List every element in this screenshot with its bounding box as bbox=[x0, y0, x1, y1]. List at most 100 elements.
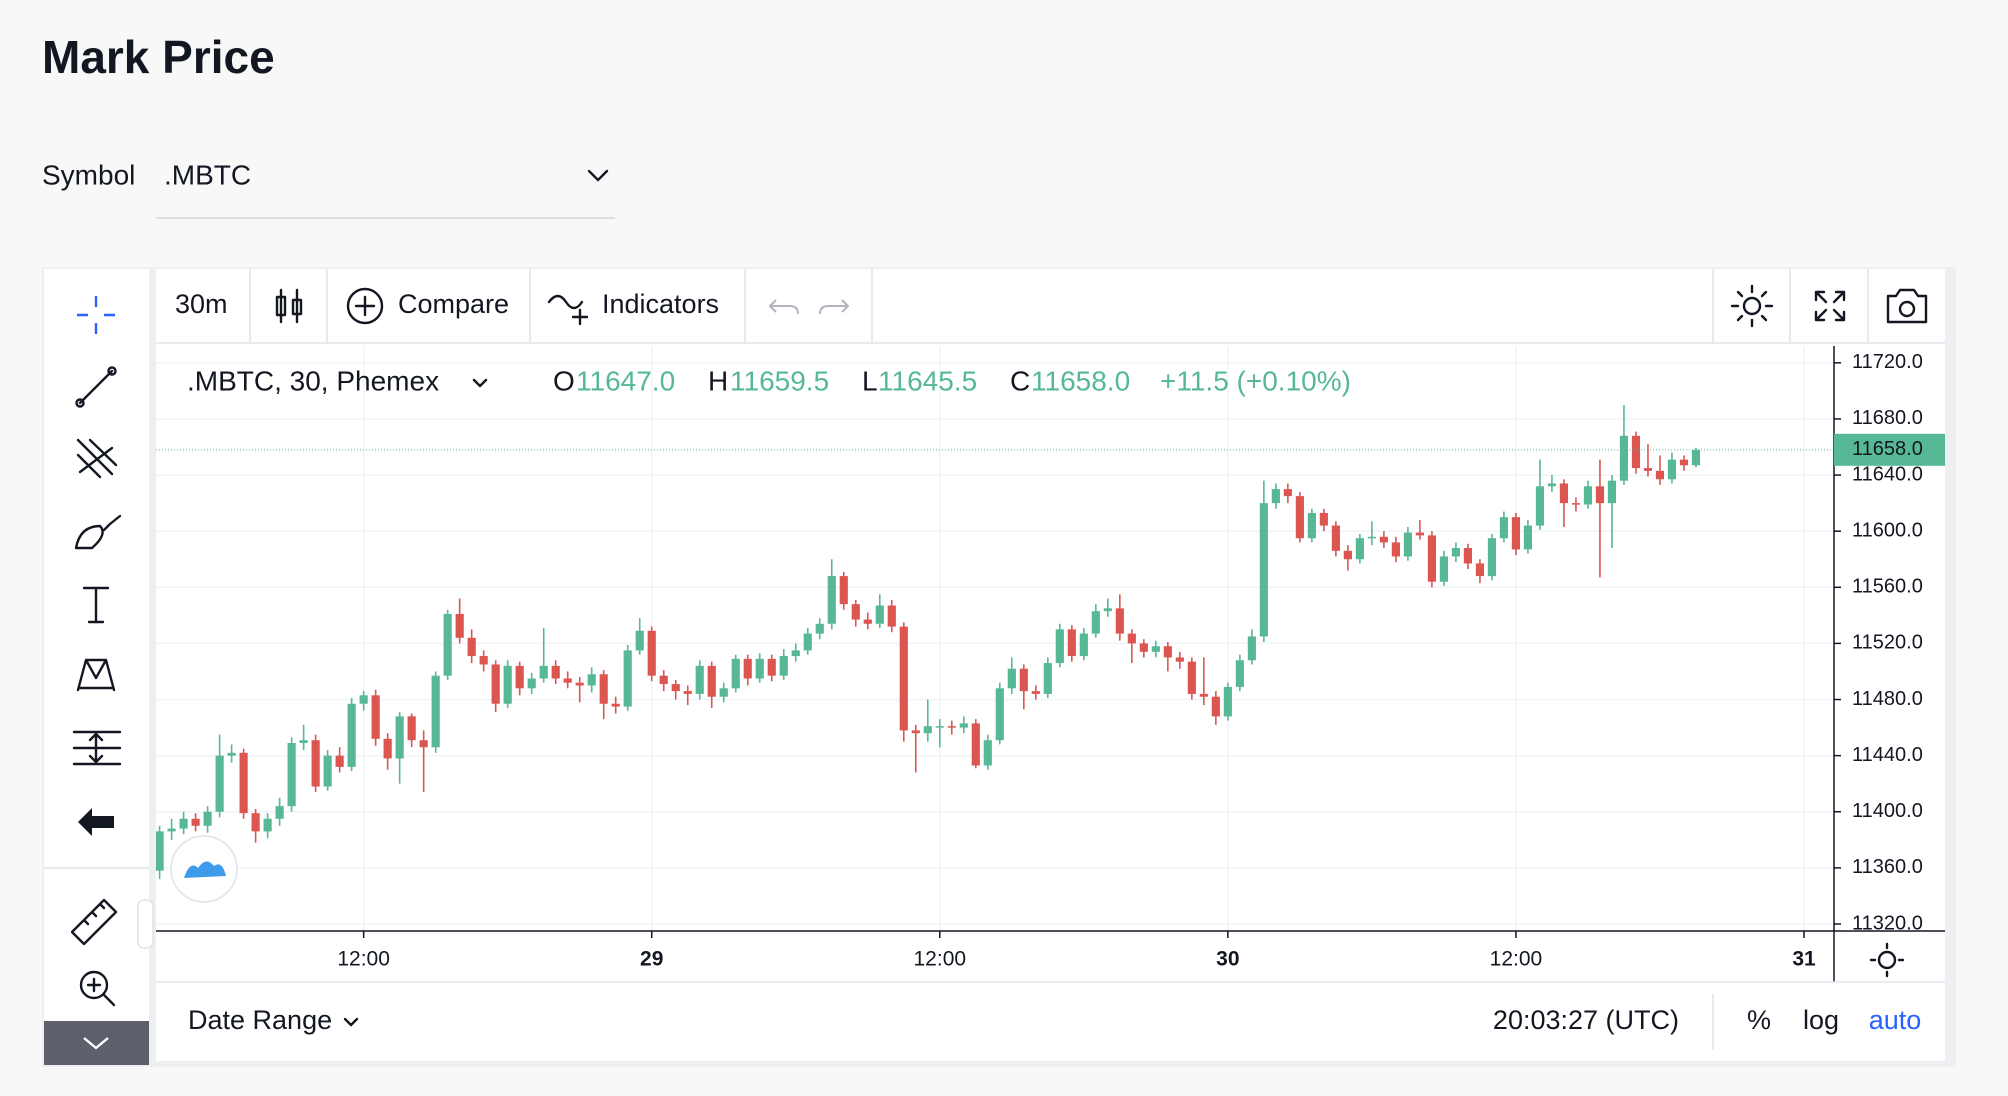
candle-body bbox=[839, 576, 848, 605]
settings-button[interactable] bbox=[1742, 296, 1762, 316]
candle-body bbox=[1451, 548, 1460, 557]
candle-body bbox=[611, 703, 620, 707]
candle-body bbox=[731, 658, 740, 689]
legend-value: 11645.5 bbox=[878, 365, 977, 396]
percent-button[interactable]: % bbox=[1747, 1005, 1771, 1035]
candle-body bbox=[467, 637, 476, 657]
legend-value: 11659.5 bbox=[730, 365, 829, 396]
fullscreen-button[interactable] bbox=[1814, 290, 1846, 322]
x-tick-label: 29 bbox=[640, 948, 663, 971]
brush-tool[interactable] bbox=[74, 514, 122, 550]
candle-body bbox=[1559, 483, 1569, 504]
prediction-tool[interactable] bbox=[72, 730, 122, 766]
candle-body bbox=[671, 684, 680, 692]
candle-body bbox=[635, 630, 644, 651]
candle-body bbox=[791, 650, 800, 657]
candle-body bbox=[947, 726, 956, 728]
candle-body bbox=[359, 695, 368, 704]
candle-body bbox=[1511, 517, 1521, 550]
candle-body bbox=[1079, 633, 1088, 657]
candle-body bbox=[935, 726, 944, 728]
compare-button[interactable]: Compare bbox=[398, 289, 509, 319]
candle-body bbox=[1103, 608, 1112, 612]
x-tick-label: 12:00 bbox=[1490, 948, 1543, 971]
interval-button[interactable]: 30m bbox=[175, 289, 228, 319]
legend-label: C bbox=[1010, 365, 1030, 396]
axis-settings[interactable] bbox=[1877, 950, 1897, 970]
zoom-tool[interactable] bbox=[79, 970, 109, 1000]
pattern-tool[interactable] bbox=[76, 658, 116, 692]
candle-body bbox=[395, 716, 404, 759]
undo-button[interactable] bbox=[768, 299, 799, 315]
legend: .MBTC, 30, Phemex O 11647.0 H 11659.5 L … bbox=[187, 365, 1351, 396]
crosshair-tool[interactable] bbox=[77, 296, 115, 334]
compare-icon bbox=[346, 287, 384, 325]
chevron bbox=[83, 1037, 109, 1050]
expand-toolbar[interactable] bbox=[44, 1021, 149, 1065]
y-tick-label: 11680.0 bbox=[1852, 407, 1923, 429]
candle-body bbox=[1379, 536, 1388, 543]
candle-body bbox=[311, 740, 320, 787]
candle-body bbox=[1067, 629, 1076, 657]
candle-body bbox=[1259, 503, 1268, 637]
legend-value: 11647.0 bbox=[576, 365, 675, 396]
candle-body bbox=[1151, 646, 1160, 652]
date-range-button[interactable]: Date Range bbox=[188, 1005, 332, 1035]
symbol-select[interactable]: .MBTC bbox=[156, 159, 615, 219]
candle-body bbox=[707, 665, 716, 697]
legend-symbol[interactable]: .MBTC, 30, Phemex bbox=[187, 365, 439, 396]
redo-button[interactable] bbox=[819, 299, 850, 315]
fib-tool[interactable] bbox=[76, 438, 118, 479]
candle-body bbox=[1595, 486, 1605, 504]
text-tool[interactable] bbox=[82, 586, 110, 624]
candle-body bbox=[767, 658, 776, 676]
last-price-box bbox=[1834, 433, 1945, 466]
candle-body bbox=[887, 605, 896, 627]
candle-body bbox=[971, 723, 980, 766]
candle-body bbox=[251, 813, 260, 832]
legend-label: O bbox=[553, 365, 575, 396]
chart-style-button[interactable] bbox=[279, 288, 299, 324]
candle-body bbox=[1463, 548, 1472, 564]
candle-body bbox=[479, 656, 488, 665]
candle-body bbox=[923, 726, 932, 734]
back-tool[interactable] bbox=[78, 808, 114, 836]
candle-body bbox=[1055, 629, 1064, 664]
candle-body bbox=[899, 626, 908, 731]
candle-body bbox=[1283, 489, 1292, 497]
indicators-button[interactable]: Indicators bbox=[602, 289, 719, 319]
candle-body bbox=[515, 665, 524, 689]
candle-body bbox=[1139, 643, 1148, 652]
candle-body bbox=[191, 818, 200, 826]
x-tick-label: 12:00 bbox=[337, 948, 390, 971]
candle-body bbox=[683, 691, 692, 694]
candle-body bbox=[1175, 657, 1184, 662]
symbol-value[interactable]: .MBTC bbox=[164, 159, 251, 190]
y-tick-label: 11520.0 bbox=[1852, 632, 1923, 654]
y-tick-label: 11320.0 bbox=[1852, 912, 1923, 934]
candle-body bbox=[443, 613, 452, 676]
collapse-handle[interactable] bbox=[137, 899, 154, 949]
ruler-tool[interactable] bbox=[70, 898, 118, 946]
auto-button[interactable]: auto bbox=[1869, 1005, 1922, 1035]
screenshot-button[interactable] bbox=[1886, 288, 1928, 324]
page-title: Mark Price bbox=[42, 31, 275, 83]
candle-body bbox=[503, 665, 512, 704]
legend-label: H bbox=[708, 365, 728, 396]
trend-line-tool[interactable] bbox=[78, 369, 114, 405]
candle-body bbox=[1043, 663, 1052, 694]
candle-body bbox=[275, 806, 284, 819]
candle-body bbox=[1655, 470, 1665, 480]
candle-body bbox=[1247, 636, 1256, 661]
candle-body bbox=[1367, 536, 1376, 539]
y-tick-label: 11360.0 bbox=[1852, 856, 1923, 878]
candle-body bbox=[659, 675, 668, 685]
candle-body bbox=[1307, 512, 1316, 539]
log-button[interactable]: log bbox=[1803, 1005, 1839, 1035]
candle-body bbox=[491, 664, 500, 704]
candle-body bbox=[203, 811, 212, 826]
plot-area bbox=[156, 346, 1834, 931]
candle-body bbox=[1643, 468, 1653, 471]
candle-body bbox=[347, 703, 356, 767]
candle-body bbox=[959, 723, 968, 728]
